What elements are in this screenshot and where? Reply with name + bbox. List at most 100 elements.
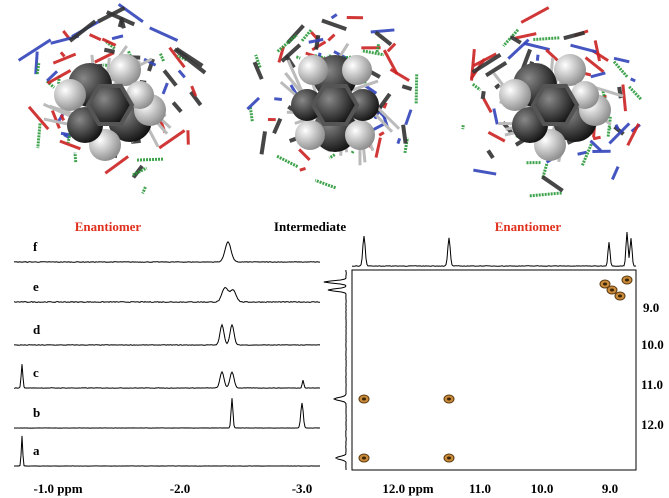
bond (529, 193, 562, 196)
bond (628, 124, 639, 146)
bond (521, 8, 548, 23)
bond (463, 125, 464, 129)
bond (578, 152, 587, 154)
bond (19, 40, 51, 61)
trace-label: b (33, 405, 40, 420)
bond (309, 39, 323, 42)
projection-top (352, 232, 636, 266)
bond (537, 55, 538, 61)
cross-peak-core (610, 289, 614, 292)
bond (274, 99, 282, 100)
bond (159, 131, 184, 148)
bond (398, 138, 400, 143)
cross-peak-core (625, 279, 629, 282)
bond (250, 107, 252, 122)
atom-sphere (345, 120, 375, 150)
molecule-images (19, 4, 642, 196)
bond (524, 43, 549, 49)
bond (403, 125, 405, 144)
spectrum-trace (14, 436, 320, 466)
bond (315, 180, 335, 187)
bond (90, 35, 101, 40)
bond (473, 84, 480, 90)
bond (484, 98, 492, 112)
bond (262, 131, 265, 154)
bond (247, 98, 259, 109)
spectrum-trace (14, 325, 320, 345)
x-tick-label: -1.0 ppm (33, 481, 82, 496)
spectra-1d: fedcba (14, 239, 320, 466)
cross-peak-core (362, 398, 366, 401)
bond (494, 109, 497, 125)
bond (121, 18, 124, 29)
bond (376, 32, 391, 44)
x-tick-label: -3.0 (292, 481, 313, 496)
bond (160, 53, 163, 61)
bond (593, 137, 600, 139)
bond (609, 127, 610, 128)
bond (515, 34, 536, 38)
bond (150, 28, 178, 41)
bond (143, 187, 146, 193)
bond (137, 159, 163, 160)
bond (328, 35, 334, 41)
trace-label: d (33, 322, 41, 337)
figure: Enantiomer Intermediate Enantiomer fedcb… (0, 0, 669, 498)
atom-sphere (109, 54, 141, 86)
atom-sphere (499, 79, 531, 111)
bond (488, 132, 504, 141)
cross-peak-core (447, 457, 451, 460)
spectrum-trace (14, 242, 320, 262)
bond (533, 38, 560, 40)
bond (75, 153, 76, 162)
bond (623, 85, 626, 112)
bond (631, 79, 636, 81)
atom-sphere (342, 55, 372, 85)
label-enantiomer: Enantiomer (495, 219, 562, 234)
trace-label: c (33, 365, 39, 380)
bond (352, 150, 353, 153)
bond (376, 138, 380, 158)
bond (582, 144, 591, 165)
label-enantiomer: Enantiomer (75, 219, 142, 234)
bond (406, 110, 411, 125)
spectrum-trace (14, 364, 320, 388)
bond (613, 61, 627, 77)
bond (612, 167, 618, 180)
bond (104, 50, 114, 52)
cross-peak-core (362, 457, 366, 460)
spectra-2d (324, 232, 636, 470)
y-tick-label: 10.0 (641, 337, 664, 352)
bond (488, 150, 493, 157)
spectrum-trace (14, 288, 320, 303)
atom-sphere (554, 54, 586, 86)
x-tick-label: 12.0 ppm (382, 481, 433, 496)
bond (542, 177, 562, 191)
bond (322, 20, 346, 29)
trace-label: f (33, 239, 38, 254)
bond (391, 69, 410, 80)
bond (377, 44, 379, 53)
trace-label: e (33, 279, 39, 294)
spectrum-trace (14, 398, 320, 428)
bond (614, 58, 629, 62)
bond (379, 133, 384, 136)
bond (300, 168, 306, 170)
bond (629, 87, 641, 100)
bond (591, 73, 606, 77)
bond (329, 155, 334, 158)
bond (70, 21, 95, 41)
cross-peak-core (603, 283, 607, 286)
atom-sphere (54, 79, 86, 111)
y-tick-label: 9.0 (643, 300, 659, 315)
bond (179, 70, 185, 77)
x-tick-label: 9.0 (602, 481, 618, 496)
x-tick-label: -2.0 (170, 481, 191, 496)
bond (609, 123, 629, 143)
y-tick-label: 12.0 (641, 417, 664, 432)
atom-sphere (298, 55, 328, 85)
cross-peak-core (447, 398, 451, 401)
x-tick-label: 10.0 (531, 481, 554, 496)
bond (363, 51, 384, 55)
bond (299, 149, 309, 159)
